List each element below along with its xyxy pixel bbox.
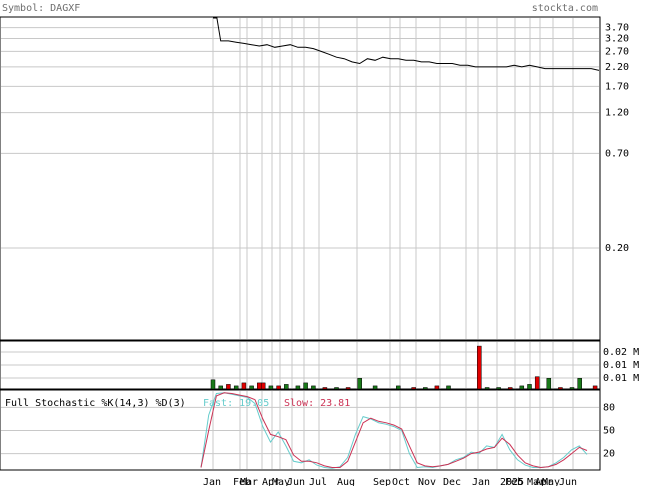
volume-bar [311, 385, 316, 390]
date-tick-label: Feb [233, 477, 251, 486]
volume-bar [233, 385, 239, 390]
date-tick-label: May [272, 477, 290, 486]
volume-bar [268, 385, 274, 390]
fast-label: Fast: 19.05 [203, 398, 269, 409]
stochastic-series [200, 392, 588, 469]
price-tick-label: 1.70 [605, 81, 629, 92]
date-tick-label: Apr [535, 477, 553, 486]
date-tick-label: Nov [418, 477, 436, 486]
volume-bar [257, 382, 262, 390]
volume-bar [477, 345, 482, 390]
price-tick-label: 3.20 [605, 34, 629, 45]
price-panel-frame [0, 16, 601, 341]
volume-series [210, 345, 598, 390]
price-tick-label: 0.70 [605, 148, 629, 159]
volume-bar [284, 384, 289, 390]
volume-bar [218, 385, 223, 390]
date-tick-label: May [542, 477, 560, 486]
volume-bar [546, 378, 552, 390]
price-tick-label: 2.20 [605, 62, 629, 73]
stochastic-axis-labels: 80 50 20 [603, 402, 615, 459]
volume-bar [519, 385, 525, 390]
volume-bar [534, 376, 540, 390]
volume-bar [226, 384, 231, 390]
volume-tick-label: 0.01 M [603, 373, 639, 384]
volume-bar [423, 387, 428, 390]
volume-bar [577, 378, 582, 390]
stochastic-panel-frame [0, 389, 601, 471]
date-tick-label: Jun [287, 477, 305, 486]
volume-bar [334, 387, 339, 390]
date-tick-label: Jan [472, 477, 490, 486]
volume-tick-label: 0.01 M [603, 360, 639, 371]
volume-bar [357, 378, 362, 390]
volume-bar [241, 382, 247, 390]
volume-bar [496, 387, 501, 390]
date-tick-label: Aug [337, 477, 355, 486]
price-axis-labels: 3.703.202.70 2.20 1.70 1.20 0.70 0.20 [605, 23, 629, 254]
volume-bar [507, 387, 513, 390]
slow-line [200, 392, 588, 469]
volume-axis-labels: 0.02 M 0.01 M 0.01 M [603, 347, 639, 384]
date-tick-label: Jul [309, 477, 327, 486]
fast-line [200, 392, 588, 469]
price-series [213, 17, 600, 71]
stochastic-tick-label: 20 [603, 449, 615, 460]
stochastic-tick-label: 80 [603, 402, 615, 413]
site-label: stockta.com [532, 3, 598, 14]
volume-bar [484, 387, 490, 390]
volume-bar [446, 385, 451, 390]
price-tick-label: 3.70 [605, 23, 629, 34]
volume-bar [372, 385, 378, 390]
volume-bar [592, 385, 598, 390]
volume-bar [295, 385, 301, 390]
price-tick-label: 1.20 [605, 108, 629, 119]
price-line [213, 17, 600, 71]
stochastic-tick-label: 50 [603, 426, 615, 437]
grid-lines [1, 18, 599, 469]
volume-tick-label: 0.02 M [603, 347, 639, 358]
volume-bar [249, 385, 254, 390]
volume-bar [434, 385, 440, 390]
volume-bar [210, 379, 216, 390]
date-tick-label: Sep [373, 477, 391, 486]
volume-bar [303, 382, 308, 390]
date-tick-label: Jun [559, 477, 577, 486]
volume-bar [411, 387, 416, 390]
volume-bar [260, 382, 266, 390]
date-tick-label: Jan [203, 477, 221, 486]
price-tick-label: 0.20 [605, 243, 629, 254]
date-tick-label: Mar [527, 477, 545, 486]
slow-label: Slow: 23.81 [284, 398, 350, 409]
date-tick-label: 2025 [500, 477, 524, 486]
volume-bar [558, 387, 563, 390]
date-tick-label: Apr [262, 477, 280, 486]
volume-bar [276, 385, 281, 390]
date-tick-label: Dec [443, 477, 461, 486]
date-tick-label: Oct [392, 477, 410, 486]
date-tick-label: Feb [505, 477, 523, 486]
volume-bar [345, 387, 351, 390]
stochastic-title: Full Stochastic %K(14,3) %D(3) [5, 398, 186, 409]
volume-bar [322, 387, 328, 390]
date-tick-label: Mar [240, 477, 258, 486]
volume-bar [569, 387, 575, 390]
volume-bar [527, 384, 532, 390]
volume-bar [396, 385, 401, 390]
symbol-label: Symbol: DAGXF [2, 3, 80, 14]
price-tick-label: 2.70 [605, 46, 629, 57]
